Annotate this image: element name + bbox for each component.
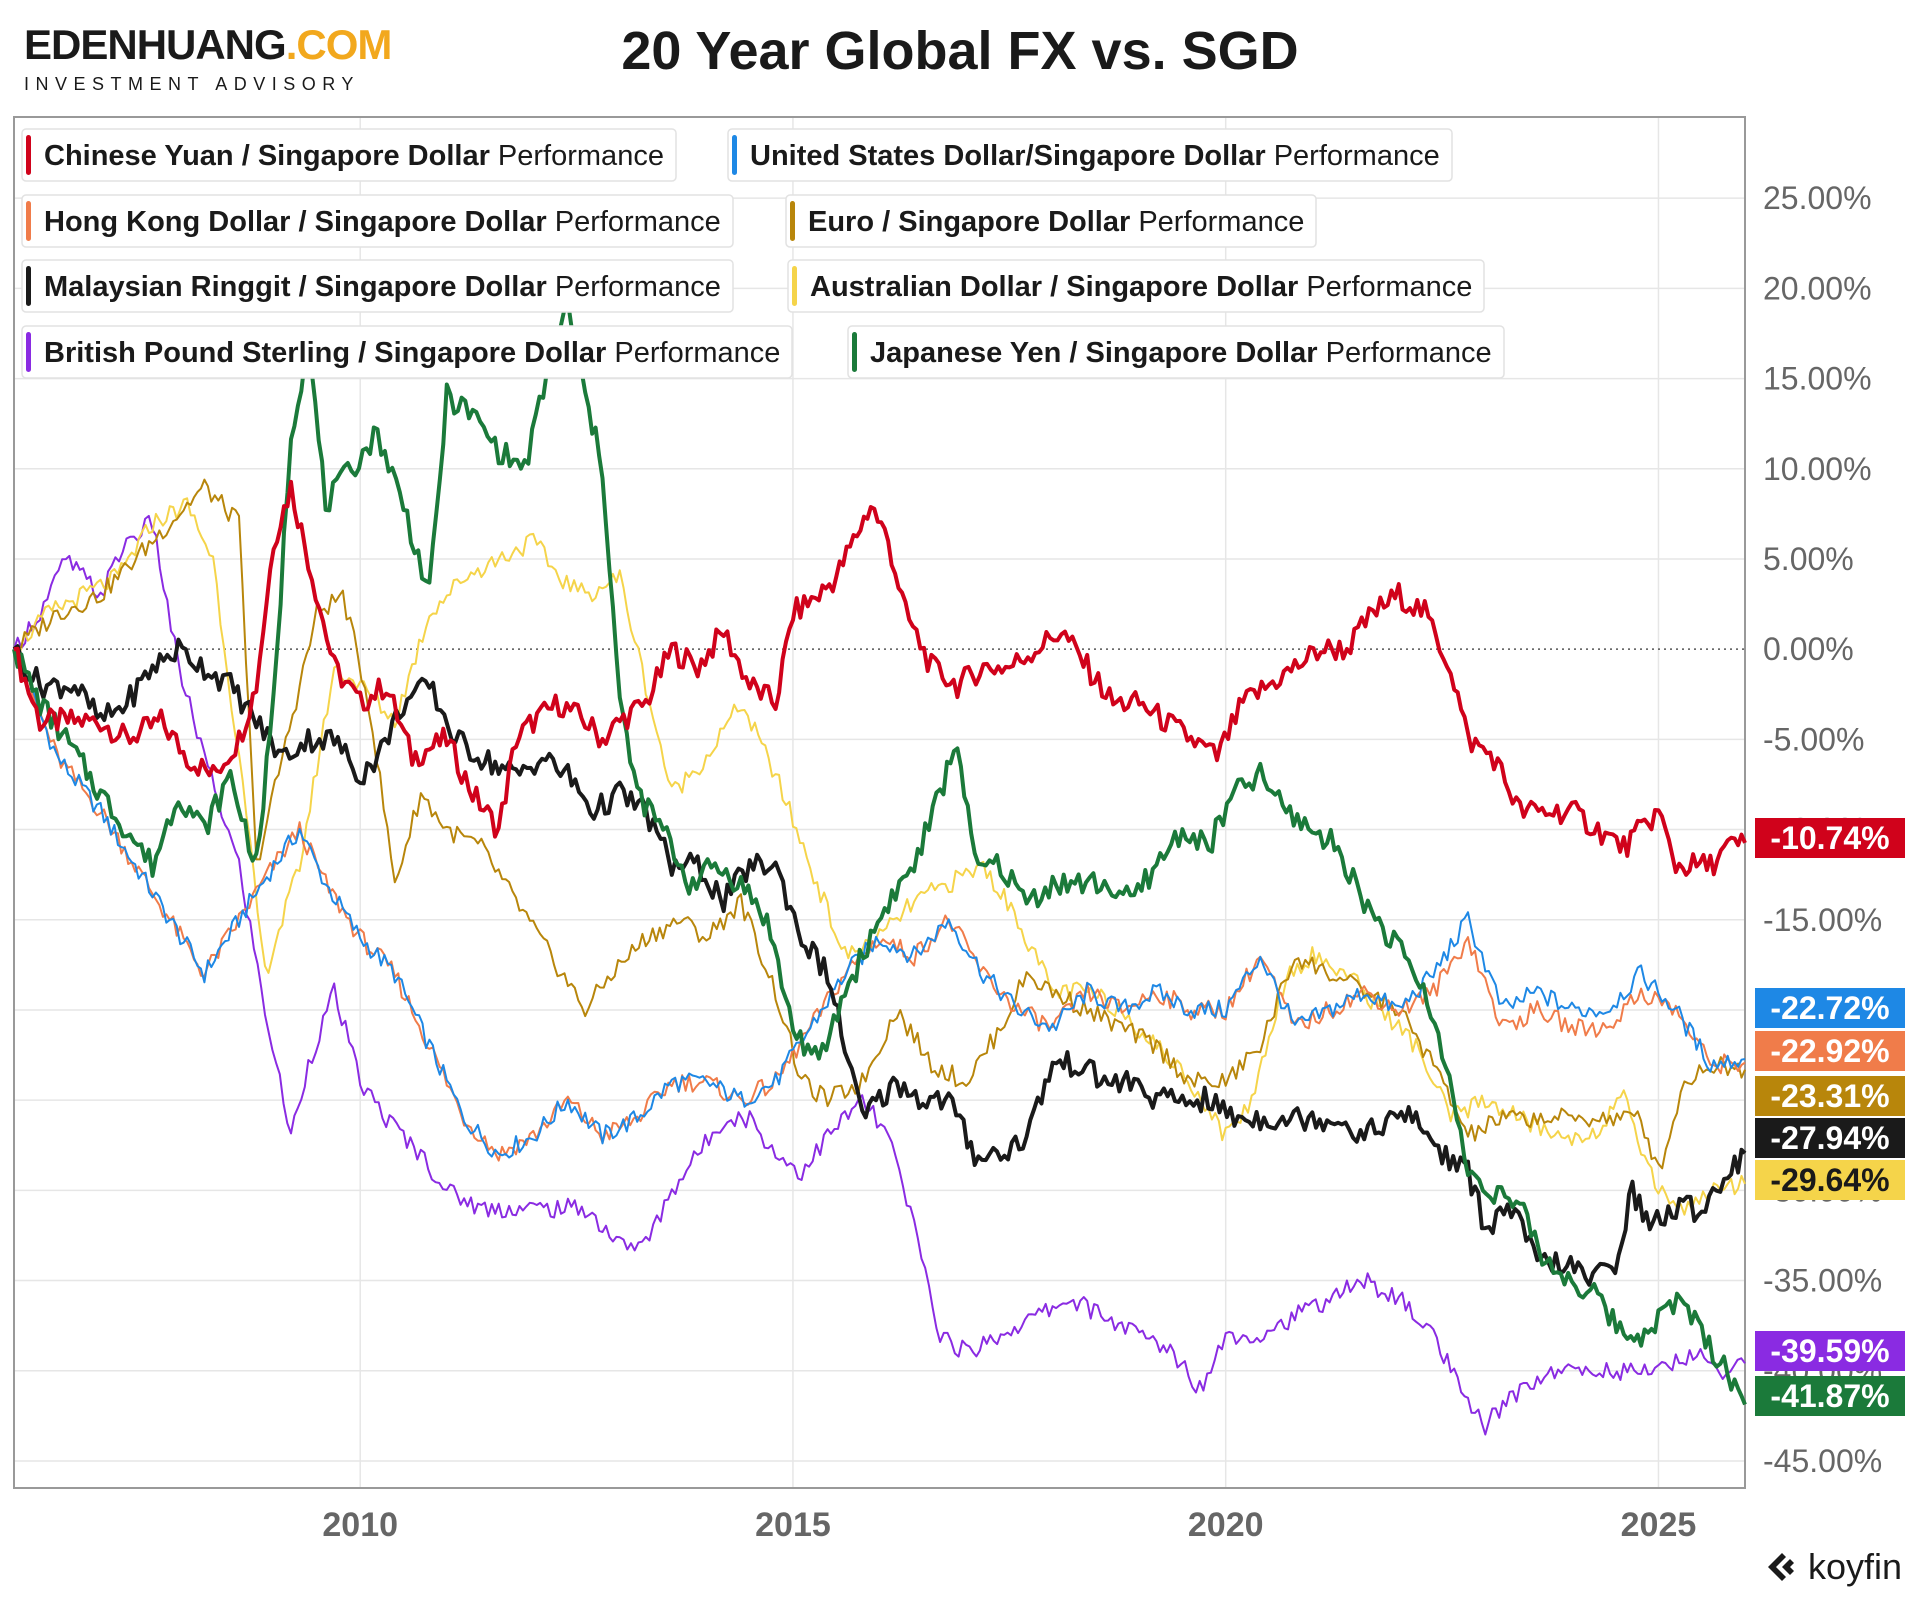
legend-series-suffix: Performance: [606, 337, 780, 369]
y-tick-label: 25.00%: [1763, 180, 1872, 216]
legend-box: [21, 325, 793, 379]
x-tick-label: 2020: [1188, 1506, 1264, 1544]
legend-swatch: [26, 135, 31, 175]
y-tick-label: 20.00%: [1763, 270, 1872, 306]
source-name: koyfin: [1807, 1546, 1902, 1587]
legend-box: [847, 325, 1505, 379]
y-tick-label: 15.00%: [1763, 361, 1872, 397]
legend-label: Euro / Singapore Dollar Performance: [808, 206, 1304, 238]
brand-logo: EDENHUANG.COM INVESTMENT ADVISORY: [24, 21, 393, 95]
end-value-badge: [1755, 1376, 1905, 1416]
legend-label: United States Dollar/Singapore Dollar Pe…: [750, 140, 1440, 172]
y-tick-label: -5.00%: [1763, 721, 1864, 757]
legend-item: Australian Dollar / Singapore Dollar Per…: [787, 259, 1485, 313]
legend-label: British Pound Sterling / Singapore Dolla…: [44, 337, 780, 369]
end-value-label: -23.31%: [1770, 1078, 1889, 1114]
legend-series-suffix: Performance: [547, 206, 721, 238]
legend-item: Chinese Yuan / Singapore Dollar Performa…: [21, 128, 677, 182]
legend-series-suffix: Performance: [1266, 140, 1440, 172]
legend-swatch: [852, 332, 857, 372]
legend-swatch: [26, 332, 31, 372]
legend-series-name: Malaysian Ringgit / Singapore Dollar: [44, 271, 547, 303]
legend-swatch: [26, 201, 31, 241]
legend-swatch: [792, 266, 797, 306]
y-tick-label: -15.00%: [1763, 902, 1882, 938]
series-line: [12, 637, 1747, 1287]
legend-item: United States Dollar/Singapore Dollar Pe…: [727, 128, 1453, 182]
end-value-badge: [1755, 818, 1905, 858]
y-tick-label: 10.00%: [1763, 451, 1872, 487]
legend-series-suffix: Performance: [1130, 206, 1304, 238]
series-line: [13, 648, 1746, 1159]
legend-series-name: Australian Dollar / Singapore Dollar: [810, 271, 1298, 303]
legend-series-name: Hong Kong Dollar / Singapore Dollar: [44, 206, 547, 238]
legend-item: British Pound Sterling / Singapore Dolla…: [21, 325, 793, 379]
legend-series-name: Chinese Yuan / Singapore Dollar: [44, 140, 490, 172]
legend-label: Australian Dollar / Singapore Dollar Per…: [810, 271, 1472, 303]
x-tick-label: 2015: [755, 1506, 831, 1544]
series-line: [12, 299, 1747, 1406]
end-value-label: -39.59%: [1770, 1333, 1889, 1369]
legend-label: Japanese Yen / Singapore Dollar Performa…: [870, 337, 1492, 369]
end-value-label: -22.72%: [1770, 990, 1889, 1026]
end-value-label: -10.74%: [1770, 820, 1889, 856]
end-value-badge: [1755, 1118, 1905, 1158]
brand-name-main: EDENHUANG: [24, 21, 287, 68]
legend-series-suffix: Performance: [547, 271, 721, 303]
series-line: [13, 497, 1746, 1216]
legend-series-suffix: Performance: [490, 140, 664, 172]
legend-box: [787, 259, 1485, 313]
y-tick-label: 5.00%: [1763, 541, 1854, 577]
legend-series-name: United States Dollar/Singapore Dollar: [750, 140, 1266, 172]
series-line: [13, 514, 1746, 1436]
legend-item: Euro / Singapore Dollar Performance: [785, 194, 1317, 248]
series-line: [13, 648, 1746, 1162]
end-value-label: -22.92%: [1770, 1033, 1889, 1069]
chart-title: 20 Year Global FX vs. SGD: [621, 21, 1299, 81]
koyfin-mark-icon: [1767, 1553, 1794, 1581]
end-value-badge: [1755, 1331, 1905, 1371]
end-value-label: -41.87%: [1770, 1378, 1889, 1414]
y-tick-label: -35.00%: [1763, 1263, 1882, 1299]
legend-box: [727, 128, 1453, 182]
legend-label: Hong Kong Dollar / Singapore Dollar Perf…: [44, 206, 721, 238]
end-value-label: -27.94%: [1770, 1120, 1889, 1156]
legend-box: [21, 128, 677, 182]
legend-label: Malaysian Ringgit / Singapore Dollar Per…: [44, 271, 721, 303]
end-value-badge: [1755, 1031, 1905, 1071]
plot-frame: [13, 116, 1746, 1489]
legend-box: [785, 194, 1317, 248]
y-tick-label: -45.00%: [1763, 1443, 1882, 1479]
legend-swatch: [26, 266, 31, 306]
legend-item: Malaysian Ringgit / Singapore Dollar Per…: [21, 259, 734, 313]
brand-tagline: INVESTMENT ADVISORY: [24, 74, 360, 94]
source-logo: koyfin: [1764, 1546, 1902, 1588]
end-value-badge: [1755, 988, 1905, 1028]
brand-name-domain: .COM: [285, 21, 393, 68]
x-tick-label: 2010: [322, 1506, 398, 1544]
legend-item: Hong Kong Dollar / Singapore Dollar Perf…: [21, 194, 734, 248]
legend-item: Japanese Yen / Singapore Dollar Performa…: [847, 325, 1505, 379]
legend-swatch: [732, 135, 737, 175]
x-tick-label: 2025: [1621, 1506, 1697, 1544]
end-value-badge: [1755, 1076, 1905, 1116]
series-line: [13, 479, 1747, 877]
legend-box: [21, 259, 734, 313]
legend-series-suffix: Performance: [1298, 271, 1472, 303]
brand-name: EDENHUANG.COM: [24, 21, 393, 68]
legend-swatch: [790, 201, 795, 241]
legend-series-name: Euro / Singapore Dollar: [808, 206, 1130, 238]
legend-series-suffix: Performance: [1318, 337, 1492, 369]
legend-series-name: Japanese Yen / Singapore Dollar: [870, 337, 1318, 369]
legend-series-name: British Pound Sterling / Singapore Dolla…: [44, 337, 606, 369]
end-value-label: -29.64%: [1770, 1162, 1889, 1198]
legend-box: [21, 194, 734, 248]
end-value-badge: [1755, 1160, 1905, 1200]
y-tick-label: 0.00%: [1763, 631, 1854, 667]
legend-label: Chinese Yuan / Singapore Dollar Performa…: [44, 140, 664, 172]
series-line: [13, 478, 1746, 1170]
